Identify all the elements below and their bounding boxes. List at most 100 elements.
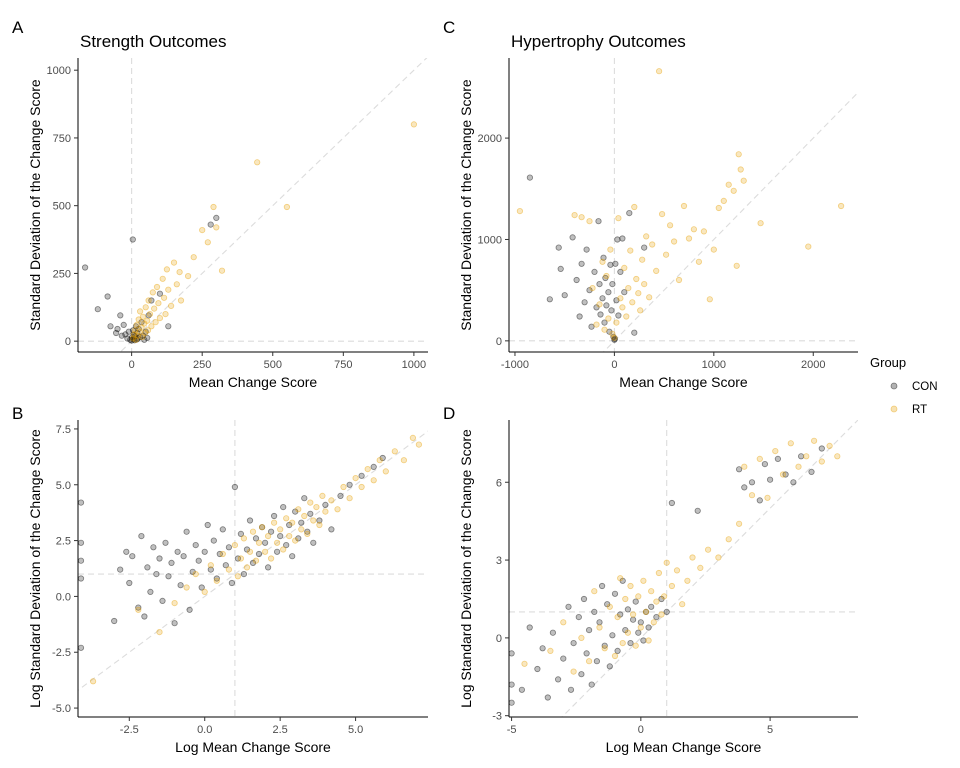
point-rt bbox=[261, 548, 269, 555]
point-con bbox=[210, 537, 217, 544]
point-con bbox=[609, 632, 616, 639]
point-con bbox=[240, 570, 247, 578]
point-rt bbox=[240, 535, 247, 542]
point-con bbox=[135, 604, 142, 611]
point-rt bbox=[695, 258, 703, 265]
x-tick-label-b: 2.5 bbox=[273, 724, 288, 736]
point-rt bbox=[183, 584, 190, 591]
point-rt bbox=[199, 227, 206, 234]
point-rt bbox=[173, 281, 180, 288]
point-rt bbox=[640, 577, 647, 584]
point-rt bbox=[697, 564, 704, 572]
point-con bbox=[534, 665, 541, 673]
point-rt bbox=[207, 562, 214, 569]
point-con bbox=[132, 323, 139, 330]
point-con bbox=[255, 550, 263, 558]
point-rt bbox=[133, 321, 140, 328]
point-con bbox=[601, 319, 608, 326]
points-d bbox=[509, 437, 841, 706]
point-con bbox=[569, 234, 576, 241]
point-con bbox=[653, 613, 660, 621]
point-con bbox=[252, 535, 260, 542]
point-con bbox=[298, 519, 305, 526]
point-con bbox=[609, 280, 616, 288]
point-rt bbox=[725, 181, 732, 188]
point-rt bbox=[148, 323, 155, 330]
point-rt bbox=[165, 286, 172, 293]
point-rt bbox=[619, 304, 626, 311]
point-con bbox=[602, 274, 609, 282]
point-rt bbox=[289, 519, 296, 526]
point-rt bbox=[218, 267, 226, 274]
point-rt bbox=[516, 208, 524, 215]
point-rt bbox=[601, 645, 608, 652]
point-con bbox=[183, 528, 190, 535]
point-con bbox=[213, 214, 220, 221]
point-con bbox=[694, 507, 701, 514]
point-con bbox=[137, 333, 144, 341]
point-con bbox=[273, 548, 281, 555]
points-c bbox=[516, 68, 845, 343]
point-con bbox=[280, 503, 287, 511]
point-con bbox=[526, 624, 533, 631]
point-rt bbox=[668, 582, 676, 590]
point-rt bbox=[213, 224, 220, 231]
point-rt bbox=[283, 515, 290, 522]
point-rt bbox=[685, 235, 693, 242]
x-tick-label-a: 1000 bbox=[402, 359, 426, 371]
point-rt bbox=[231, 541, 238, 549]
legend-label-con: CON bbox=[912, 381, 938, 393]
point-rt bbox=[706, 296, 713, 303]
series-rt-a bbox=[129, 121, 417, 343]
point-con bbox=[147, 588, 154, 596]
point-rt bbox=[415, 441, 422, 448]
point-rt bbox=[591, 588, 598, 595]
point-con bbox=[117, 312, 124, 319]
point-con bbox=[222, 562, 229, 569]
point-rt bbox=[142, 304, 149, 311]
point-con bbox=[575, 613, 582, 621]
point-rt bbox=[137, 308, 144, 315]
point-con bbox=[78, 499, 85, 506]
point-rt bbox=[787, 440, 794, 447]
point-rt bbox=[803, 453, 810, 460]
x-tick-label-c: 0 bbox=[611, 359, 617, 371]
point-rt bbox=[735, 520, 743, 527]
series-con-b bbox=[78, 454, 386, 651]
point-con bbox=[139, 332, 146, 339]
point-rt bbox=[273, 539, 281, 546]
point-rt bbox=[643, 233, 650, 240]
point-rt bbox=[733, 262, 740, 269]
point-rt bbox=[611, 652, 619, 660]
point-rt bbox=[409, 434, 416, 441]
point-con bbox=[578, 671, 585, 678]
point-con bbox=[604, 601, 611, 608]
point-con bbox=[127, 336, 134, 343]
point-con bbox=[129, 327, 137, 334]
point-con bbox=[174, 548, 181, 555]
point-rt bbox=[304, 530, 311, 538]
panel-letter-c: C bbox=[443, 18, 455, 37]
point-rt bbox=[391, 448, 398, 455]
y-tick-label-b: 5.0 bbox=[56, 480, 71, 492]
point-con bbox=[640, 637, 647, 644]
point-rt bbox=[210, 203, 217, 211]
point-rt bbox=[149, 289, 156, 296]
point-con bbox=[156, 290, 163, 297]
point-rt bbox=[521, 660, 528, 667]
point-rt bbox=[653, 267, 660, 274]
point-con bbox=[624, 606, 632, 613]
legend-label-rt: RT bbox=[912, 404, 927, 416]
point-con bbox=[597, 311, 604, 318]
point-rt bbox=[725, 536, 732, 543]
point-rt bbox=[283, 203, 290, 211]
point-con bbox=[264, 564, 272, 571]
point-con bbox=[243, 546, 251, 553]
x-axis-title-d: Log Mean Change Score bbox=[606, 739, 762, 755]
point-con bbox=[134, 329, 141, 337]
point-rt bbox=[560, 619, 567, 626]
point-con bbox=[774, 455, 782, 462]
point-con bbox=[570, 639, 577, 647]
point-rt bbox=[298, 526, 305, 533]
point-con bbox=[292, 508, 299, 515]
